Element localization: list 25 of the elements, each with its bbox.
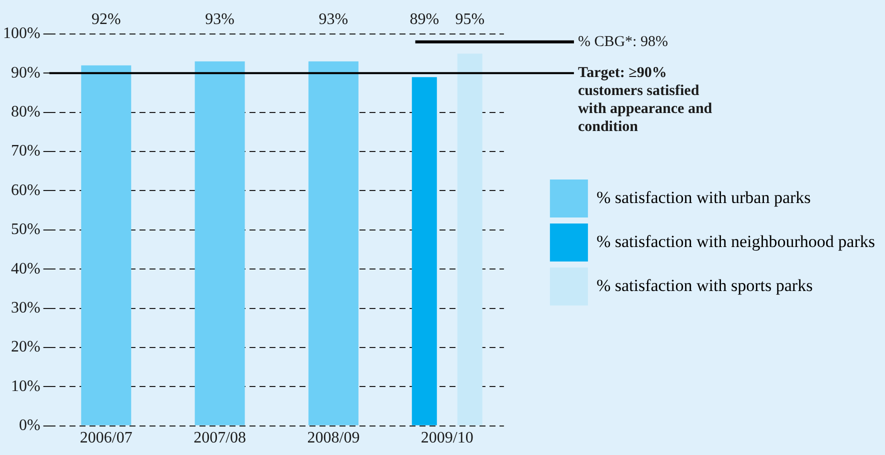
y-tick-label: 10% <box>11 378 40 395</box>
data-label: 93% <box>205 11 234 28</box>
x-tick-label: 2007/08 <box>194 430 246 447</box>
y-tick-label: 60% <box>11 182 40 199</box>
y-tick-label: 50% <box>11 221 40 238</box>
ref-line-label: % CBG*: 98% <box>578 34 668 50</box>
y-tick-label: 20% <box>11 338 40 356</box>
data-label: 93% <box>318 11 348 28</box>
y-tick-label: 90% <box>11 64 40 82</box>
y-tick-label: 100% <box>3 25 40 42</box>
data-label: 95% <box>455 11 485 28</box>
data-label: 92% <box>91 11 121 28</box>
legend-label: % satisfaction with sports parks <box>596 276 813 295</box>
y-tick-label: 0% <box>19 417 40 434</box>
data-label: 89% <box>410 11 440 28</box>
legend-label: % satisfaction with neighbourhood parks <box>596 232 876 251</box>
y-tick-label: 30% <box>11 299 40 316</box>
x-tick-label: 2006/07 <box>80 430 132 447</box>
legend-label: % satisfaction with urban parks <box>596 188 811 207</box>
y-tick-label: 70% <box>11 142 40 160</box>
y-tick-label: 80% <box>11 104 40 121</box>
x-tick-label: 2008/09 <box>307 430 360 447</box>
ref-line-label: Target: ≥90% customers satisfied with appearance and condition <box>578 65 713 136</box>
x-tick-label: 2009/10 <box>420 430 474 447</box>
y-tick-label: 40% <box>11 260 40 278</box>
